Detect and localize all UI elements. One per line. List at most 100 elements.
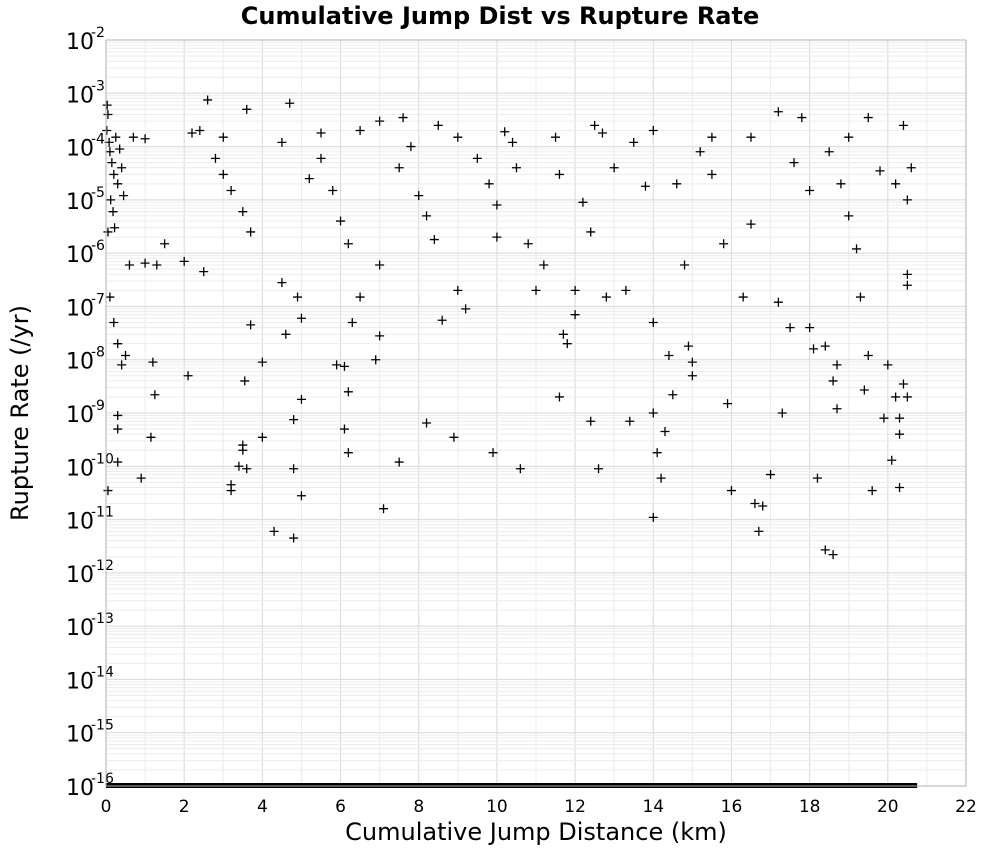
data-point: [492, 232, 502, 242]
data-point: [836, 179, 846, 189]
y-tick-base: 10: [66, 190, 94, 215]
data-point: [285, 98, 295, 108]
x-tick-label: 6: [335, 797, 346, 817]
data-point: [648, 408, 658, 418]
data-point: [347, 317, 357, 327]
data-point: [109, 169, 119, 179]
data-point: [852, 244, 862, 254]
chart-title: Cumulative Jump Dist vs Rupture Rate: [241, 2, 760, 30]
data-point: [719, 239, 729, 249]
data-point: [875, 166, 885, 176]
data-point: [902, 269, 912, 279]
y-tick-base: 10: [66, 510, 94, 535]
y-tick-label: 10-2: [66, 25, 105, 55]
data-point: [785, 323, 795, 333]
y-tick-exponent: -4: [91, 132, 105, 148]
data-point: [820, 545, 830, 555]
y-tick-exponent: -10: [91, 451, 114, 467]
y-tick-exponent: -15: [91, 718, 114, 734]
y-tick-base: 10: [66, 243, 94, 268]
data-point: [103, 486, 113, 496]
data-point: [269, 526, 279, 536]
data-point: [902, 280, 912, 290]
data-point: [226, 486, 236, 496]
data-point: [746, 132, 756, 142]
data-point: [103, 109, 113, 119]
data-point: [832, 404, 842, 414]
data-point: [246, 227, 256, 237]
data-point: [472, 153, 482, 163]
data-point: [117, 163, 127, 173]
data-point: [343, 239, 353, 249]
data-point: [210, 153, 220, 163]
data-point: [695, 147, 705, 157]
data-point: [461, 304, 471, 314]
data-point: [277, 278, 287, 288]
data-point: [879, 413, 889, 423]
data-point: [640, 181, 650, 191]
y-tick-exponent: -11: [91, 505, 114, 521]
data-point: [203, 95, 213, 105]
y-tick-base: 10: [66, 456, 94, 481]
data-point: [648, 126, 658, 136]
data-point: [304, 174, 314, 184]
data-point: [105, 147, 115, 157]
data-point: [648, 317, 658, 327]
data-point: [242, 104, 252, 114]
data-point: [723, 399, 733, 409]
data-point: [183, 371, 193, 381]
data-point: [578, 197, 588, 207]
data-point: [113, 339, 123, 349]
data-point: [750, 499, 760, 509]
data-point: [240, 376, 250, 386]
data-point: [105, 292, 115, 302]
data-point: [453, 132, 463, 142]
y-tick-base: 10: [66, 137, 94, 162]
data-point: [187, 128, 197, 138]
data-point: [820, 341, 830, 351]
data-point: [777, 408, 787, 418]
y-tick-label: 10-15: [66, 718, 114, 748]
data-point: [140, 134, 150, 144]
y-tick-label: 10-4: [66, 132, 105, 162]
data-point: [855, 292, 865, 302]
data-point: [586, 416, 596, 426]
data-point: [355, 126, 365, 136]
data-point: [554, 169, 564, 179]
data-point: [887, 455, 897, 465]
x-tick-label: 16: [721, 797, 743, 817]
data-point: [558, 329, 568, 339]
data-point: [449, 432, 459, 442]
data-point: [758, 501, 768, 511]
data-point: [707, 132, 717, 142]
data-point: [664, 350, 674, 360]
data-point: [379, 504, 389, 514]
y-tick-label: 10-16: [66, 771, 114, 801]
y-tick-label: 10-7: [66, 291, 105, 321]
data-point: [343, 387, 353, 397]
data-point: [570, 310, 580, 320]
data-point: [102, 100, 112, 110]
y-tick-label: 10-9: [66, 398, 105, 428]
data-point: [656, 473, 666, 483]
data-point: [371, 355, 381, 365]
data-point: [246, 320, 256, 330]
data-point: [812, 473, 822, 483]
data-point: [668, 390, 678, 400]
data-point: [113, 410, 123, 420]
y-tick-exponent: -7: [91, 291, 105, 307]
data-point: [296, 491, 306, 501]
data-point: [726, 486, 736, 496]
data-point: [277, 137, 287, 147]
data-point: [902, 392, 912, 402]
data-point: [111, 132, 121, 142]
data-point: [601, 292, 611, 302]
data-point: [687, 357, 697, 367]
data-point: [128, 132, 138, 142]
data-point: [293, 292, 303, 302]
data-point: [148, 357, 158, 367]
data-point: [218, 132, 228, 142]
y-tick-labels: 10-210-310-410-510-610-710-810-910-1010-…: [66, 25, 114, 801]
y-tick-base: 10: [66, 403, 94, 428]
y-tick-label: 10-8: [66, 345, 105, 375]
